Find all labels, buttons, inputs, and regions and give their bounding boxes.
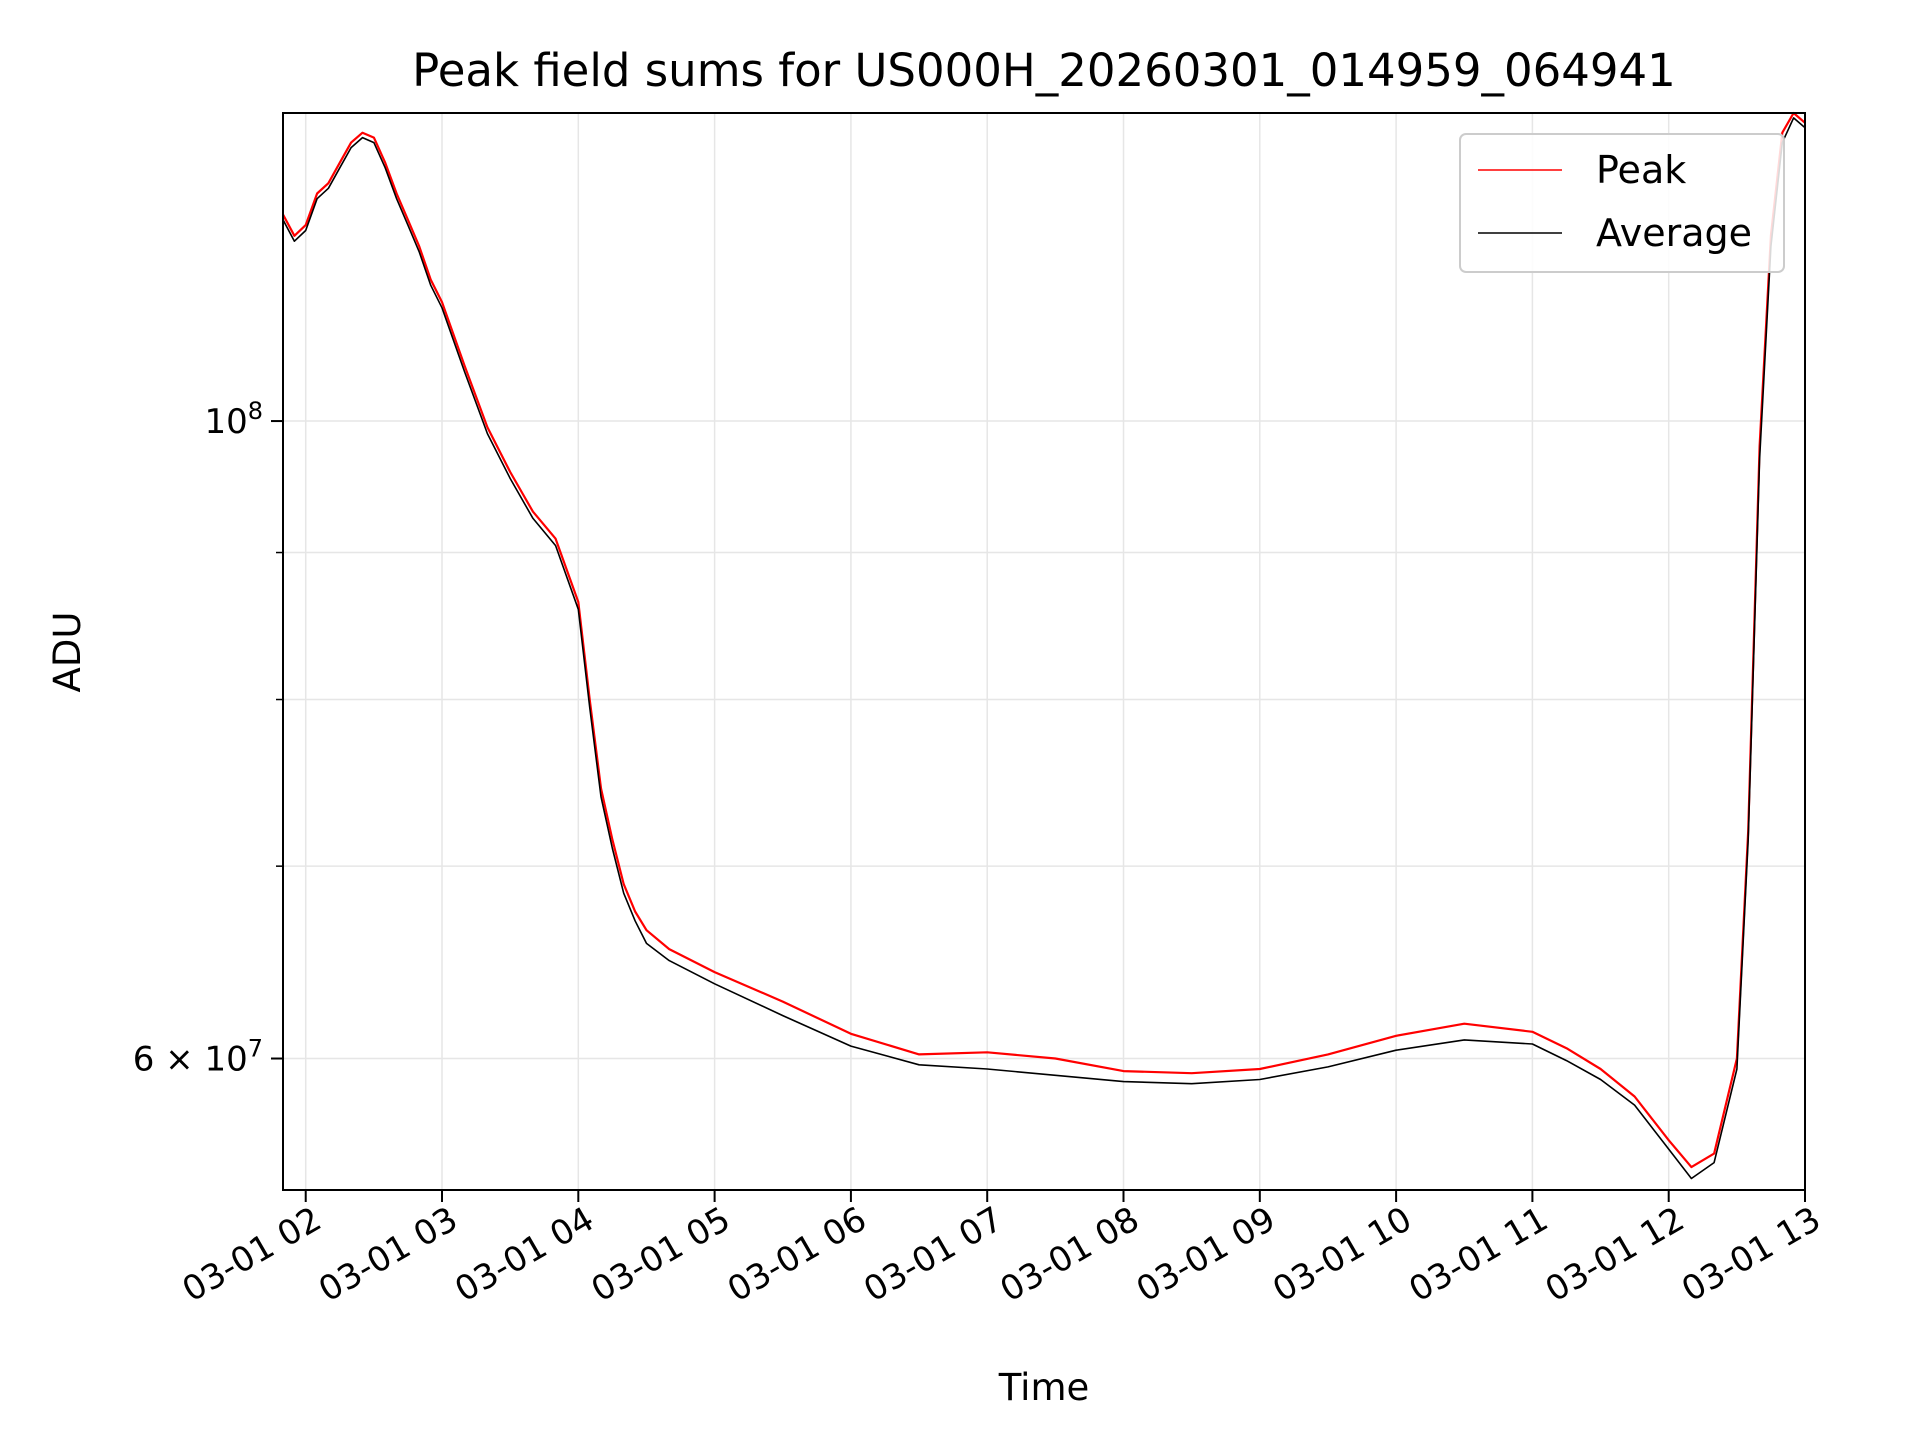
- x-axis-label: Time: [998, 1366, 1090, 1409]
- legend-label-average: Average: [1596, 211, 1752, 255]
- y-tick-exponent: 7: [248, 1035, 263, 1063]
- chart-title: Peak field sums for US000H_20260301_0149…: [412, 44, 1676, 97]
- y-tick-mantissa: 6 × 10: [133, 1040, 248, 1080]
- series-layer: [282, 111, 1806, 1180]
- legend: Peak Average: [1459, 133, 1785, 273]
- plot-frame: [282, 112, 1806, 1191]
- grid: [283, 113, 1806, 1190]
- legend-box: [1459, 133, 1785, 273]
- y-axis-label: ADU: [46, 612, 89, 693]
- y-tick-exponent: 8: [248, 397, 263, 425]
- legend-label-peak: Peak: [1596, 148, 1686, 192]
- y-axis-ticks: 6 × 107 108: [133, 397, 283, 1080]
- series-line-peak: [282, 111, 1806, 1169]
- y-tick-label: 6 × 107: [133, 1035, 263, 1080]
- series-line-average: [282, 117, 1806, 1180]
- y-tick-label: 108: [204, 397, 263, 442]
